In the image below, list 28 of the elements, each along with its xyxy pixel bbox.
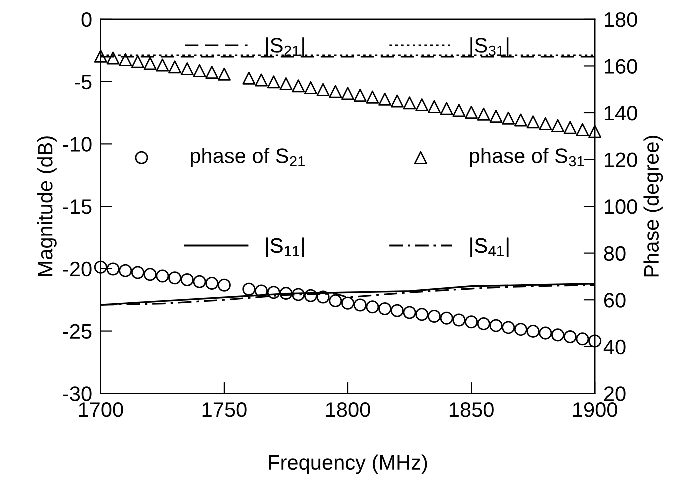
y-tick-label: -30 <box>63 386 92 402</box>
x-tick-label: 1800 <box>326 402 370 418</box>
y-tick-label: -15 <box>63 200 92 214</box>
legend-label: |S$_{11}$| <box>266 238 304 258</box>
y2-tick-label: 40 <box>604 340 626 355</box>
y2-tick-label: 120 <box>605 152 638 168</box>
y2-tick-label: 140 <box>605 106 638 121</box>
y-axis-title: Magnitude (dB) <box>38 136 57 276</box>
y2-axis-title: Phase (degree) <box>644 136 664 277</box>
y-tick-label: -10 <box>63 137 92 152</box>
x-axis-title: Frequency (MHz) <box>269 454 428 474</box>
y2-tick-label: 180 <box>605 12 638 28</box>
y2-tick-label: 20 <box>604 386 626 402</box>
legend-label: phase of S$_{21}$ <box>191 148 305 168</box>
y-tick-label: -5 <box>74 75 92 90</box>
y2-tick-label: 60 <box>604 293 626 308</box>
x-tick-label: 1750 <box>202 402 247 418</box>
y-tick-label: -20 <box>63 262 92 277</box>
x-tick-label: 1900 <box>574 402 618 418</box>
y2-tick-label: 160 <box>605 59 638 74</box>
y-tick-label: 0 <box>82 12 92 28</box>
legend-label: phase of S$_{31}$ <box>470 148 584 168</box>
legend-label: |S$_{41}$| <box>470 238 509 258</box>
x-tick-label: 1850 <box>450 402 494 418</box>
x-tick-label: 1700 <box>79 402 124 418</box>
y-tick-label: -25 <box>63 324 92 340</box>
y2-tick-label: 100 <box>605 200 638 214</box>
y2-tick-label: 80 <box>604 246 626 262</box>
